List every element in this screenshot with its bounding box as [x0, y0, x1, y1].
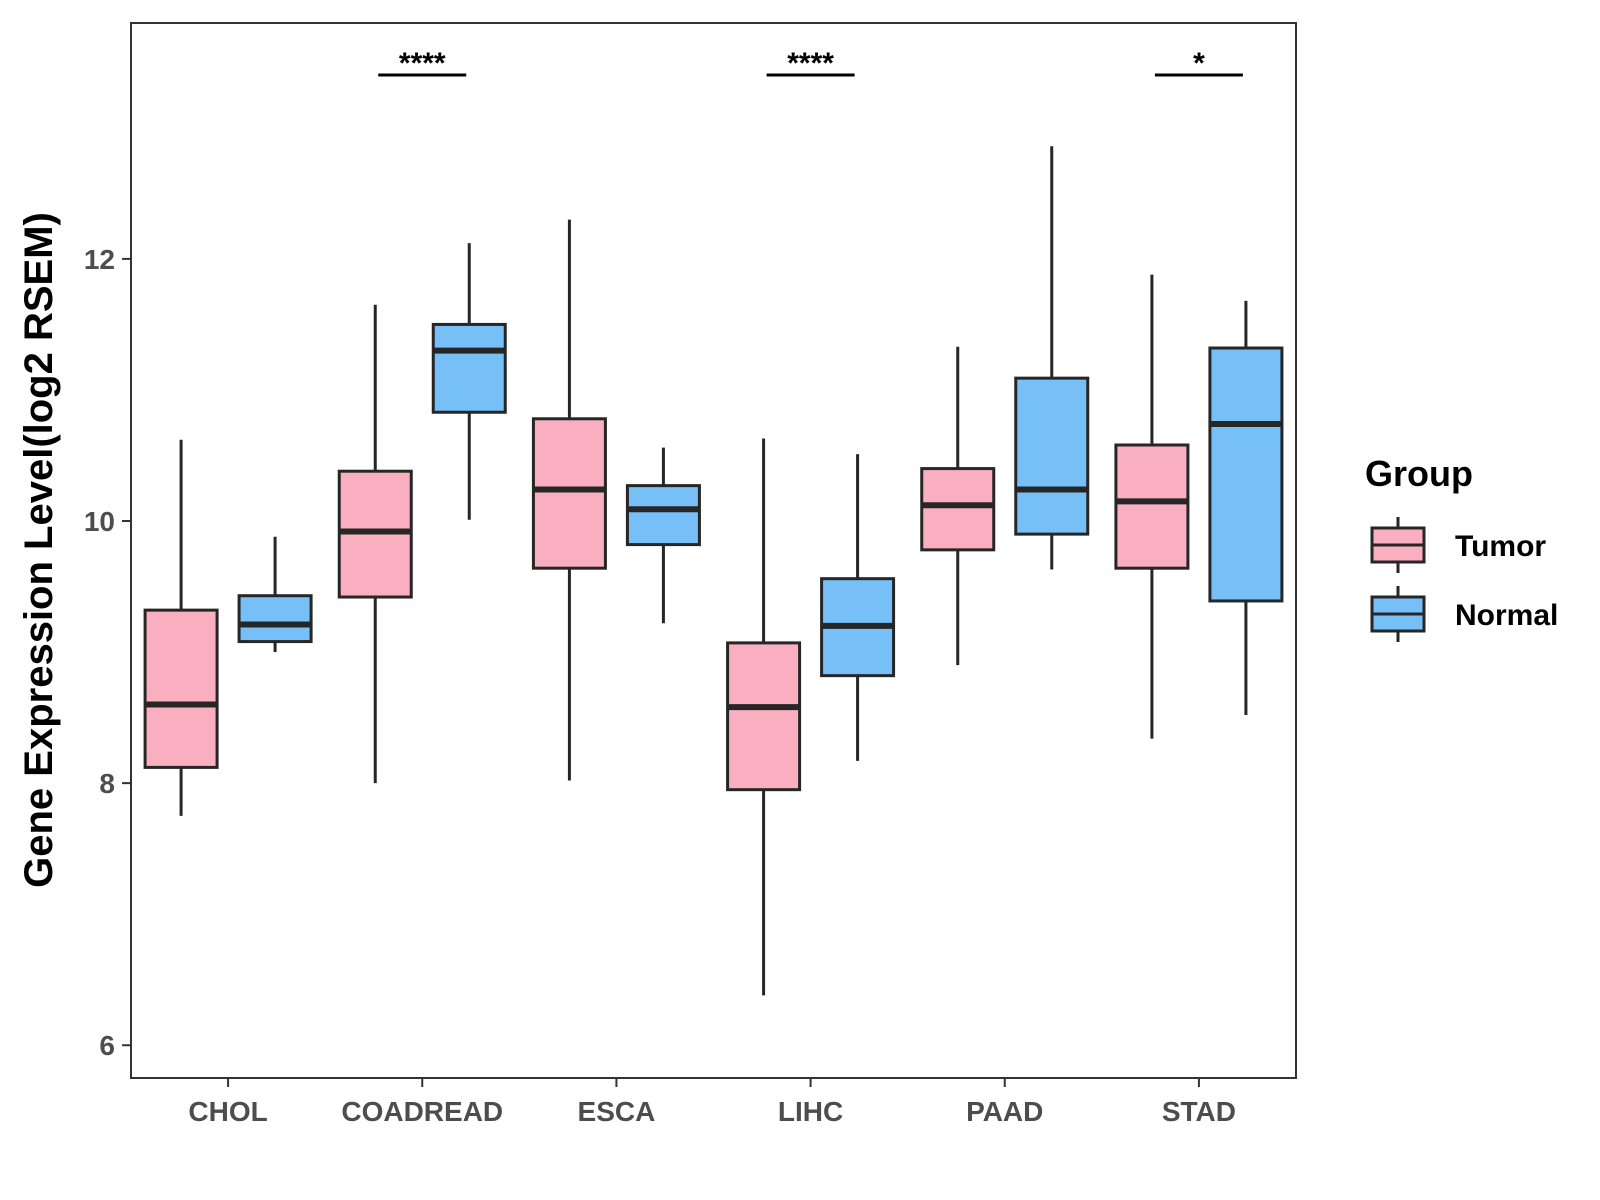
y-tick-label: 10 — [84, 506, 115, 537]
box-tumor-chol — [143, 439, 219, 816]
y-tick-label: 6 — [99, 1030, 115, 1061]
axes-layer: 6 8 10 12 CHOL COADREAD ESCA LIHC PAAD STAD — [84, 244, 1236, 1127]
box-normal-lihc — [820, 454, 896, 761]
x-tick-label-paad: PAAD — [966, 1096, 1043, 1127]
box-body — [431, 322, 507, 414]
x-tick-label-stad: STAD — [1162, 1096, 1236, 1127]
x-tick-label-chol: CHOL — [188, 1096, 267, 1127]
box-tumor-lihc — [726, 438, 802, 996]
box-body — [1114, 443, 1190, 570]
box-body — [625, 484, 701, 547]
box-body — [1208, 346, 1284, 603]
significance-stad: * — [1154, 47, 1243, 80]
box-normal-stad — [1208, 300, 1284, 715]
box-normal-esca — [625, 447, 701, 624]
significance-label: * — [1193, 47, 1205, 80]
box-normal-coadread — [431, 243, 507, 520]
box-tumor-paad — [920, 346, 996, 666]
legend-item-normal: Normal — [1370, 586, 1558, 642]
box-tumor-coadread — [337, 304, 413, 784]
significance-label: **** — [787, 47, 834, 80]
box-body — [920, 467, 996, 552]
legend-label: Normal — [1455, 599, 1558, 632]
box-tumor-stad — [1114, 274, 1190, 739]
box-tumor-esca — [531, 219, 607, 781]
plot-panel-border — [130, 22, 1297, 1079]
significance-coadread: **** — [378, 47, 467, 80]
legend: Group Tumor Normal — [1365, 453, 1558, 642]
significance-layer: **** **** * — [378, 47, 1243, 80]
significance-label: **** — [399, 47, 446, 80]
box-body — [237, 594, 313, 644]
box-body — [726, 641, 802, 792]
legend-item-tumor: Tumor — [1370, 517, 1546, 573]
y-tick-label: 8 — [99, 768, 115, 799]
y-axis-title: Gene Expression Level(log2 RSEM) — [17, 212, 61, 888]
x-tick-label-coadread: COADREAD — [341, 1096, 503, 1127]
box-normal-chol — [237, 536, 313, 653]
box-body — [531, 417, 607, 570]
box-normal-paad — [1014, 146, 1090, 570]
legend-title: Group — [1365, 453, 1473, 494]
boxes-layer — [143, 146, 1284, 996]
box-body — [1014, 376, 1090, 536]
x-tick-label-esca: ESCA — [578, 1096, 656, 1127]
box-body — [143, 608, 219, 769]
legend-items: Tumor Normal — [1370, 517, 1558, 642]
x-tick-label-lihc: LIHC — [778, 1096, 843, 1127]
significance-lihc: **** — [766, 47, 855, 80]
legend-label: Tumor — [1455, 530, 1546, 563]
y-tick-label: 12 — [84, 244, 115, 275]
